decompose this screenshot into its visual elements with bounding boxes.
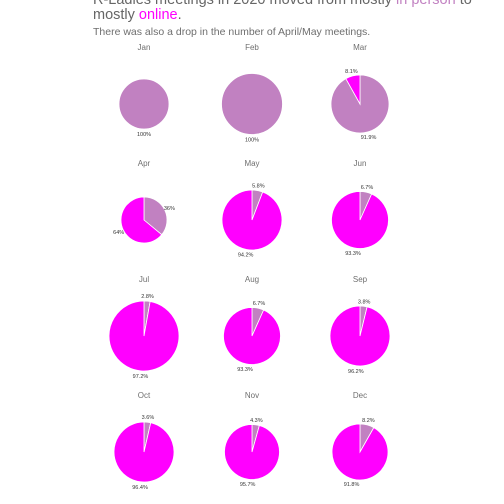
month-label-jul: Jul — [139, 275, 149, 284]
slice-online-jul — [108, 300, 180, 372]
slice-label-in-person-feb: 100% — [245, 138, 259, 144]
slice-label-in-person-apr: 36% — [164, 206, 175, 212]
slice-label-in-person-dec: 8.2% — [362, 418, 375, 424]
slice-online-mar — [345, 74, 361, 106]
slice-in-person-jan — [118, 78, 170, 130]
chart-header: R-Ladies meetings in 2020 moved from mos… — [93, 0, 498, 38]
slice-online-may — [221, 189, 283, 251]
pie-dec: Dec 8.2% 91.8% — [331, 391, 389, 488]
slice-label-in-person-jun: 6.7% — [361, 185, 374, 191]
chart-subtitle: There was also a drop in the number of A… — [93, 26, 371, 38]
slice-label-online-jul: 97.2% — [133, 374, 149, 380]
pie-jun: Jun 6.7% 93.3% — [331, 159, 389, 257]
slice-online-oct — [113, 421, 175, 483]
pie-jan: Jan 100% — [118, 43, 170, 138]
month-label-oct: Oct — [138, 391, 151, 400]
slice-in-person-feb — [221, 73, 283, 135]
slice-label-online-may: 94.2% — [238, 252, 254, 258]
title-middle: to mostly — [93, 0, 472, 23]
slice-online-nov — [224, 424, 280, 480]
pie-nov: Nov 4.3% 95.7% — [224, 391, 280, 488]
pie-mar: Mar 91.9% 8.1% — [330, 43, 390, 141]
slice-label-online-jun: 93.3% — [345, 251, 361, 257]
pie-aug: Aug 6.7% 93.3% — [223, 275, 281, 373]
title-prefix: R-Ladies meetings in 2020 moved from mos… — [93, 0, 397, 8]
slice-label-in-person-jan: 100% — [137, 132, 151, 138]
pie-may: May 5.8% 94.2% — [221, 159, 283, 258]
month-label-feb: Feb — [245, 43, 259, 52]
month-label-nov: Nov — [245, 391, 259, 400]
month-label-may: May — [244, 159, 259, 168]
month-label-mar: Mar — [353, 43, 367, 52]
title-in-person: in person — [396, 0, 456, 8]
title-online: online — [138, 7, 178, 23]
slice-label-in-person-jul: 2.8% — [141, 294, 154, 300]
slice-label-online-mar: 8.1% — [345, 69, 358, 75]
slice-label-in-person-may: 5.8% — [252, 184, 265, 190]
slice-label-online-aug: 93.3% — [237, 367, 253, 373]
slice-in-person-apr — [143, 196, 168, 236]
slice-online-apr — [120, 196, 163, 244]
pie-feb: Feb 100% — [221, 43, 283, 144]
pie-apr: Apr 36% 64% — [113, 159, 175, 244]
slice-label-online-apr: 64% — [113, 230, 124, 236]
slice-label-online-nov: 95.7% — [240, 482, 256, 488]
slice-label-in-person-sep: 3.8% — [358, 299, 371, 305]
slice-label-in-person-mar: 91.9% — [361, 135, 377, 141]
pie-oct: Oct 3.6% 96.4% — [113, 391, 175, 491]
slice-label-in-person-oct: 3.6% — [142, 415, 155, 421]
month-label-aug: Aug — [245, 275, 259, 284]
month-label-jun: Jun — [354, 159, 367, 168]
slice-label-online-dec: 91.8% — [344, 482, 360, 488]
pie-sep: Sep 3.8% 96.2% — [329, 275, 391, 375]
slice-label-in-person-aug: 6.7% — [253, 301, 266, 307]
month-label-dec: Dec — [353, 391, 367, 400]
month-label-apr: Apr — [138, 159, 151, 168]
month-label-sep: Sep — [353, 275, 368, 284]
slice-label-online-oct: 96.4% — [132, 485, 148, 491]
slice-online-dec — [331, 423, 389, 481]
slice-online-sep — [329, 305, 391, 367]
slice-online-aug — [223, 307, 281, 365]
month-label-jan: Jan — [138, 43, 151, 52]
chart-title: R-Ladies meetings in 2020 moved from mos… — [93, 0, 498, 23]
slice-label-online-sep: 96.2% — [348, 369, 364, 375]
slice-online-jun — [331, 191, 389, 249]
slice-label-in-person-nov: 4.3% — [250, 418, 263, 424]
pie-jul: Jul 2.8% 97.2% — [108, 275, 180, 380]
title-suffix: . — [177, 7, 182, 23]
